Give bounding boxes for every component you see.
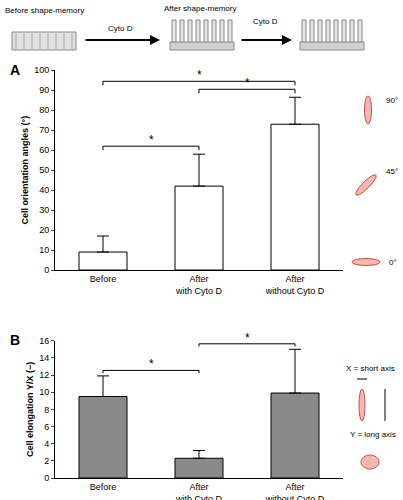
svg-text:*: *	[149, 133, 154, 147]
svg-text:50: 50	[39, 165, 49, 175]
svg-text:45°: 45°	[386, 167, 398, 176]
svg-text:After shape-memory: After shape-memory	[164, 4, 236, 13]
svg-text:0: 0	[44, 265, 49, 275]
svg-text:Before: Before	[90, 274, 117, 284]
svg-text:2: 2	[44, 456, 49, 466]
svg-text:16: 16	[39, 336, 49, 346]
svg-text:90°: 90°	[386, 96, 398, 105]
svg-text:Cell elongation Y/X (−): Cell elongation Y/X (−)	[25, 362, 35, 457]
svg-text:0°: 0°	[389, 258, 397, 267]
svg-text:12: 12	[39, 370, 49, 380]
svg-text:4: 4	[44, 439, 49, 449]
svg-text:Cyto D: Cyto D	[108, 24, 133, 33]
svg-text:*: *	[245, 331, 250, 345]
svg-text:*: *	[197, 68, 202, 82]
svg-text:Afterwith Cyto D: Afterwith Cyto D	[175, 482, 223, 500]
svg-text:70: 70	[39, 125, 49, 135]
svg-text:40: 40	[39, 185, 49, 195]
svg-text:Y = long axis: Y = long axis	[350, 430, 396, 439]
svg-text:Cyto D: Cyto D	[253, 17, 278, 26]
svg-text:30: 30	[39, 205, 49, 215]
svg-text:80: 80	[39, 105, 49, 115]
svg-text:20: 20	[39, 225, 49, 235]
svg-text:Afterwithout Cyto D: Afterwithout Cyto D	[265, 482, 325, 500]
svg-text:0: 0	[44, 473, 49, 483]
svg-text:60: 60	[39, 145, 49, 155]
svg-text:14: 14	[39, 353, 49, 363]
svg-text:A: A	[10, 62, 20, 78]
svg-text:Before shape-memory: Before shape-memory	[5, 6, 84, 15]
svg-text:Afterwithout Cyto D: Afterwithout Cyto D	[265, 274, 325, 296]
svg-text:X = short axis: X = short axis	[346, 364, 395, 373]
svg-text:6: 6	[44, 422, 49, 432]
svg-text:100: 100	[34, 65, 49, 75]
svg-text:*: *	[149, 357, 154, 371]
svg-text:B: B	[10, 332, 20, 348]
svg-text:*: *	[245, 76, 250, 90]
svg-text:90: 90	[39, 85, 49, 95]
svg-text:8: 8	[44, 405, 49, 415]
svg-text:Cell orientation angles (°): Cell orientation angles (°)	[20, 116, 30, 225]
svg-text:10: 10	[39, 245, 49, 255]
svg-text:10: 10	[39, 387, 49, 397]
svg-text:Before: Before	[90, 482, 117, 492]
svg-text:Afterwith Cyto D: Afterwith Cyto D	[175, 274, 223, 296]
